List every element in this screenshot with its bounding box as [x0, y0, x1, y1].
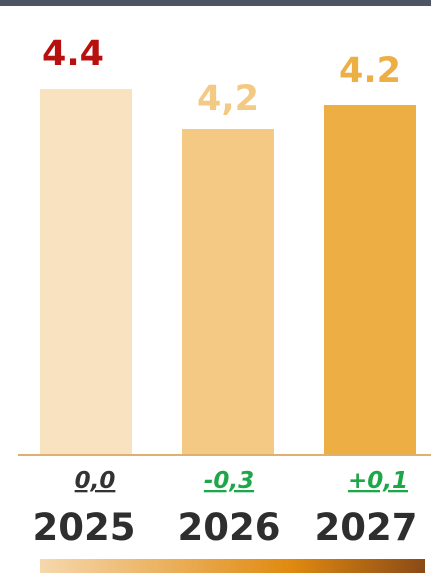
bar-2025	[40, 89, 132, 455]
value-label-2025: 4.4	[42, 34, 104, 74]
gradient-strip	[40, 559, 425, 573]
year-label-2025: 2025	[33, 506, 136, 549]
value-label-2027: 4.2	[339, 51, 401, 91]
bar-2027	[324, 105, 416, 455]
delta-label-2026: -0,3	[204, 468, 254, 494]
delta-label-2027: +0,1	[348, 468, 408, 494]
value-label-2026: 4,2	[197, 79, 259, 119]
year-label-2026: 2026	[178, 506, 281, 549]
year-label-2027: 2027	[315, 506, 418, 549]
delta-label-2025: 0,0	[75, 468, 116, 494]
bar-2026	[182, 129, 274, 455]
top-band	[0, 0, 431, 6]
